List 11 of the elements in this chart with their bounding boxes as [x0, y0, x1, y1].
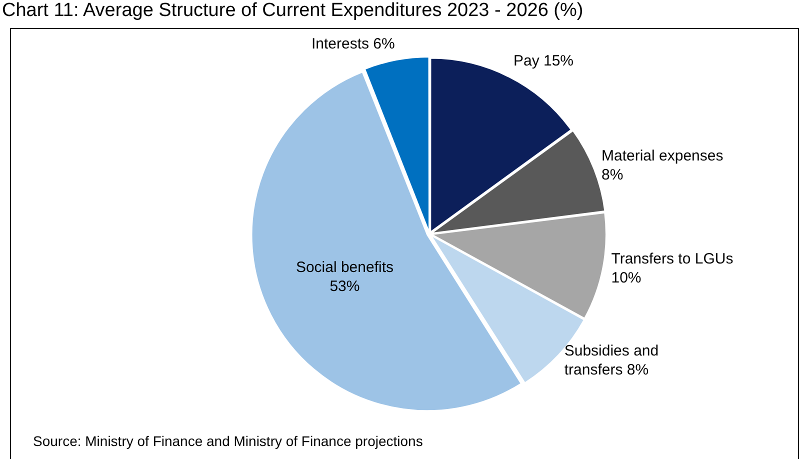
slice-label: Subsidies and transfers 8%: [564, 342, 659, 378]
slice-label: Social benefits: [296, 258, 394, 276]
data-label: 53%: [330, 278, 360, 295]
source-note: Source: Ministry of Finance and Ministry of Finance projections: [33, 433, 423, 449]
data-label: 8%: [602, 166, 624, 184]
slice-label: Transfers to LGUs: [611, 250, 734, 268]
data-label: 10%: [611, 269, 642, 286]
slice-label: Pay 15%: [513, 52, 574, 70]
slice-label: Material expenses: [602, 148, 724, 165]
slice-label: Interests 6%: [311, 35, 395, 52]
chart-title: Chart 11: Average Structure of Current Expenditures 2023 - 2026 (%): [2, 0, 584, 22]
